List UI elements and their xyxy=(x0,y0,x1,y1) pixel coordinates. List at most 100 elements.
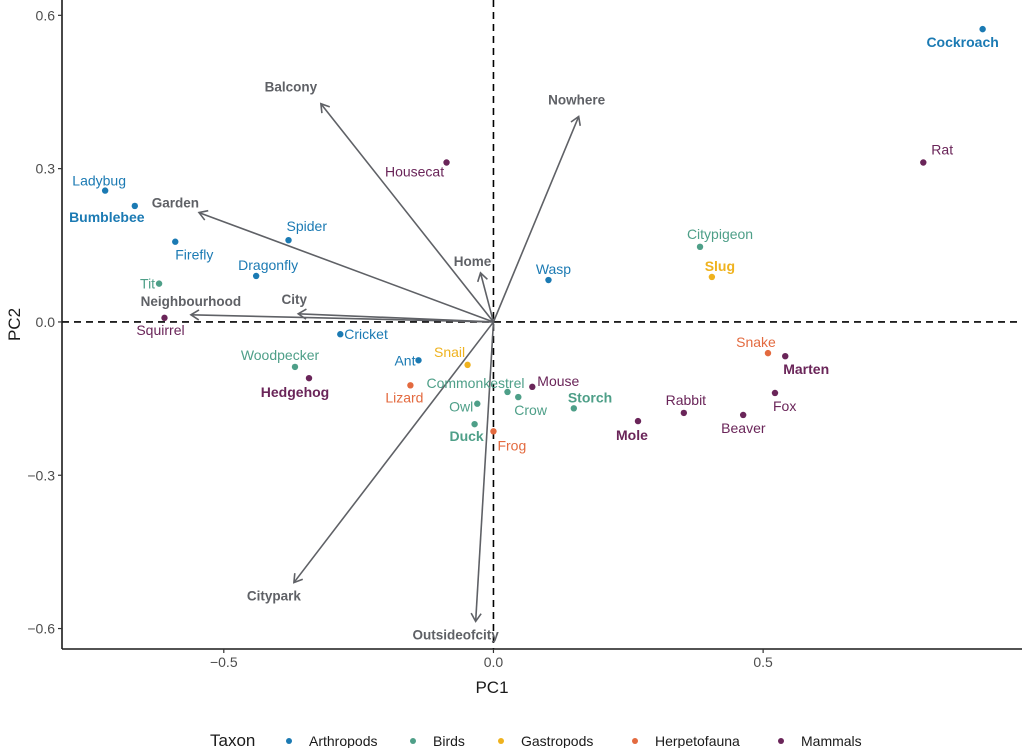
point-storch xyxy=(570,405,578,412)
point-label-fox: Fox xyxy=(773,398,796,414)
point-label-cricket: Cricket xyxy=(344,326,388,342)
point-ladybug xyxy=(101,187,109,194)
point-citypigeon xyxy=(696,243,704,251)
legend-label-arthropods: Arthropods xyxy=(309,733,377,748)
point-label-marten: Marten xyxy=(783,361,829,377)
vector-balcony xyxy=(319,102,495,323)
point-commonkestrel xyxy=(504,388,511,396)
point-marten xyxy=(782,352,789,360)
point-label-duck: Duck xyxy=(449,428,483,444)
legend: Taxon Arthropods Birds Gastropods Herpetofau… xyxy=(210,731,862,750)
x-tick-label: −0.5 xyxy=(210,654,238,670)
point-snake xyxy=(764,349,772,357)
point-label-tit: Tit xyxy=(140,276,155,292)
legend-key-herpetofauna xyxy=(632,738,638,744)
point-label-crow: Crow xyxy=(514,402,548,418)
y-axis-title: PC2 xyxy=(5,308,24,341)
point-squirrel xyxy=(161,314,168,322)
point-label-rat: Rat xyxy=(931,142,953,158)
x-tick-label: 0.5 xyxy=(753,654,773,670)
vector-label-outsideofcity: Outsideofcity xyxy=(413,627,500,642)
y-tick-label: 0.0 xyxy=(36,314,56,330)
point-owl xyxy=(474,400,481,407)
vector-outsideofcity xyxy=(470,321,495,623)
point-spider xyxy=(285,236,292,244)
y-tick-label: −0.3 xyxy=(27,467,55,483)
point-label-bumblebee: Bumblebee xyxy=(69,209,145,225)
vector-garden xyxy=(197,209,494,323)
x-axis-title: PC1 xyxy=(475,678,508,697)
vector-label-balcony: Balcony xyxy=(265,80,318,95)
vector-label-city: City xyxy=(281,292,307,307)
point-label-snake: Snake xyxy=(736,334,776,350)
point-woodpecker xyxy=(291,363,299,371)
legend-key-mammals xyxy=(778,738,784,744)
point-dragonfly xyxy=(252,272,260,280)
point-snail xyxy=(464,361,471,369)
vector-label-neighbourhood: Neighbourhood xyxy=(141,294,241,309)
y-tick-label: 0.3 xyxy=(36,161,56,177)
point-crow xyxy=(515,393,522,401)
point-label-lizard: Lizard xyxy=(385,389,423,405)
legend-title: Taxon xyxy=(210,731,255,748)
point-duck xyxy=(471,420,478,428)
point-label-ladybug: Ladybug xyxy=(72,173,126,189)
point-label-dragonfly: Dragonfly xyxy=(238,257,298,273)
point-tit xyxy=(155,280,163,287)
vector-citypark xyxy=(292,321,495,584)
vector-home xyxy=(476,271,495,323)
vector-label-citypark: Citypark xyxy=(247,589,302,604)
point-rabbit xyxy=(680,409,688,417)
legend-label-herpetofauna: Herpetofauna xyxy=(655,733,740,748)
point-label-slug: Slug xyxy=(705,258,735,274)
legend-label-gastropods: Gastropods xyxy=(521,733,593,748)
point-mouse xyxy=(529,383,536,391)
point-label-owl: Owl xyxy=(449,399,473,415)
vector-label-nowhere: Nowhere xyxy=(548,93,606,108)
point-label-hedgehog: Hedgehog xyxy=(261,384,329,400)
y-tick-label: 0.6 xyxy=(36,7,56,23)
point-label-woodpecker: Woodpecker xyxy=(241,347,320,363)
point-label-squirrel: Squirrel xyxy=(136,322,184,338)
point-lizard xyxy=(407,382,414,389)
point-label-citypigeon: Citypigeon xyxy=(687,226,753,242)
legend-key-birds xyxy=(410,738,416,744)
point-mole xyxy=(634,417,642,425)
point-hedgehog xyxy=(305,374,313,382)
data-points: Cockroach Rat Housecat Ladybug Bumblebee Spid… xyxy=(69,25,999,453)
vector-city xyxy=(296,308,494,323)
point-label-mole: Mole xyxy=(616,427,648,443)
point-label-spider: Spider xyxy=(287,218,328,234)
point-firefly xyxy=(172,238,179,245)
point-label-housecat: Housecat xyxy=(385,164,444,180)
point-label-rabbit: Rabbit xyxy=(666,392,707,408)
legend-key-arthropods xyxy=(286,738,292,744)
legend-label-birds: Birds xyxy=(433,733,465,748)
point-beaver xyxy=(739,411,747,419)
point-frog xyxy=(490,428,497,435)
point-label-firefly: Firefly xyxy=(175,247,213,263)
vector-label-home: Home xyxy=(454,254,492,269)
point-housecat xyxy=(443,159,450,166)
point-bumblebee xyxy=(131,202,139,210)
point-label-snail: Snail xyxy=(434,344,465,360)
y-tick-label: −0.6 xyxy=(27,621,55,637)
x-tick-label: 0.0 xyxy=(484,654,504,670)
point-label-ant: Ant xyxy=(394,352,415,368)
point-label-beaver: Beaver xyxy=(721,420,766,436)
legend-key-gastropods xyxy=(498,738,504,744)
point-label-commonkestrel: Commonkestrel xyxy=(426,375,524,391)
legend-label-mammals: Mammals xyxy=(801,733,862,748)
point-label-mouse: Mouse xyxy=(537,373,579,389)
point-label-storch: Storch xyxy=(568,389,612,405)
point-cricket xyxy=(337,331,344,338)
vector-nowhere xyxy=(492,115,582,323)
axes: 0.6 0.3 0.0 −0.3 −0.6 −0.5 0.0 0.5 PC1 PC2 xyxy=(5,0,1022,697)
vector-label-garden: Garden xyxy=(152,196,199,211)
point-ant xyxy=(415,357,422,364)
reference-lines xyxy=(62,0,1022,649)
point-label-wasp: Wasp xyxy=(536,261,571,277)
point-label-cockroach: Cockroach xyxy=(926,34,998,50)
loading-vectors: Balcony Nowhere Garden Home Neighbourhood Cit… xyxy=(141,80,606,643)
